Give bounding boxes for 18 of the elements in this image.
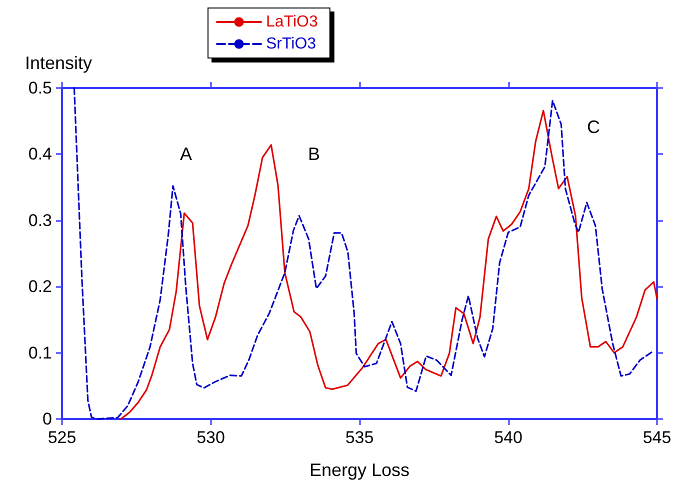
x-tick-label: 540 xyxy=(494,428,522,447)
annotation: A xyxy=(180,144,192,164)
y-tick-label: 0.1 xyxy=(28,343,52,362)
legend-label: SrTiO3 xyxy=(266,36,316,52)
legend-label: LaTiO3 xyxy=(266,14,318,30)
y-tick-label: 0.5 xyxy=(28,78,52,98)
x-tick-label: 530 xyxy=(196,428,225,447)
y-tick-label: 0 xyxy=(42,410,52,428)
y-tick-label: 0.3 xyxy=(28,210,52,230)
x-tick-label: 545 xyxy=(642,428,672,447)
y-tick-label: 0.2 xyxy=(28,277,52,296)
x-tick-label: 535 xyxy=(345,428,374,447)
y-tick-label: 0.4 xyxy=(28,144,52,164)
annotation: C xyxy=(587,117,600,137)
x-axis-title: Energy Loss xyxy=(309,460,410,480)
x-tick-label: 525 xyxy=(48,428,76,447)
annotation: B xyxy=(308,144,320,164)
y-axis-title: Intensity xyxy=(24,53,92,73)
